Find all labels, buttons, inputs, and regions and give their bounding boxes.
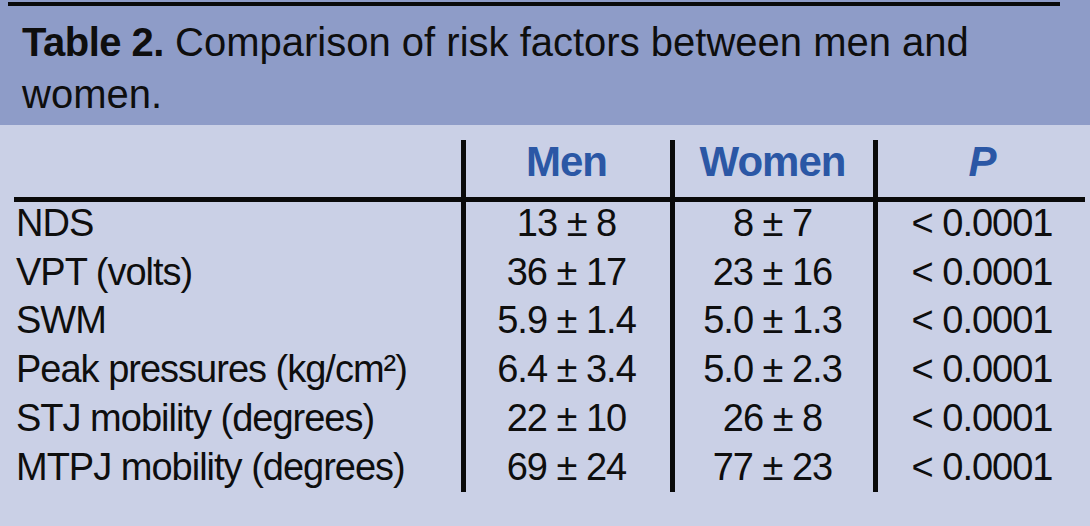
table-caption-number: Table 2. bbox=[22, 20, 164, 64]
row-label: VPT (volts) bbox=[0, 251, 462, 294]
women-value: 5.0 ± 1.3 bbox=[671, 299, 874, 342]
header-cell-p: P bbox=[874, 138, 1090, 186]
column-separator-line bbox=[873, 140, 878, 492]
header-cell-men: Men bbox=[462, 138, 671, 186]
p-value: < 0.0001 bbox=[874, 446, 1090, 489]
women-value: 23 ± 16 bbox=[671, 251, 874, 294]
women-value: 26 ± 8 bbox=[671, 397, 874, 440]
row-label: NDS bbox=[0, 202, 462, 245]
table-row: VPT (volts) 36 ± 17 23 ± 16 < 0.0001 bbox=[0, 248, 1090, 297]
women-value: 77 ± 23 bbox=[671, 446, 874, 489]
column-separator-line bbox=[461, 140, 466, 492]
table-caption-text: Comparison of risk factors between men a… bbox=[22, 20, 969, 116]
row-label: STJ mobility (degrees) bbox=[0, 397, 462, 440]
men-value: 13 ± 8 bbox=[462, 202, 671, 245]
table-row: SWM 5.9 ± 1.4 5.0 ± 1.3 < 0.0001 bbox=[0, 297, 1090, 346]
row-label: SWM bbox=[0, 299, 462, 342]
table-caption: Table 2. Comparison of risk factors betw… bbox=[22, 16, 1080, 120]
men-value: 36 ± 17 bbox=[462, 251, 671, 294]
women-value: 5.0 ± 2.3 bbox=[671, 348, 874, 391]
women-value: 8 ± 7 bbox=[671, 202, 874, 245]
p-value: < 0.0001 bbox=[874, 251, 1090, 294]
p-value: < 0.0001 bbox=[874, 397, 1090, 440]
column-separator-line bbox=[670, 140, 675, 492]
p-value: < 0.0001 bbox=[874, 348, 1090, 391]
table-row: STJ mobility (degrees) 22 ± 10 26 ± 8 < … bbox=[0, 394, 1090, 443]
top-rule-line bbox=[8, 2, 1060, 6]
table-row: Peak pressures (kg/cm²) 6.4 ± 3.4 5.0 ± … bbox=[0, 345, 1090, 394]
header-separator-line bbox=[14, 197, 1085, 202]
p-value: < 0.0001 bbox=[874, 299, 1090, 342]
row-label: Peak pressures (kg/cm²) bbox=[0, 348, 462, 391]
table-caption-band: Table 2. Comparison of risk factors betw… bbox=[0, 0, 1090, 125]
men-value: 5.9 ± 1.4 bbox=[462, 299, 671, 342]
table-figure: Table 2. Comparison of risk factors betw… bbox=[0, 0, 1090, 526]
risk-factors-table: Men Women P NDS 13 ± 8 8 ± 7 < 0.0001 VP… bbox=[0, 125, 1090, 526]
table-row: NDS 13 ± 8 8 ± 7 < 0.0001 bbox=[0, 199, 1090, 248]
men-value: 69 ± 24 bbox=[462, 446, 671, 489]
p-value: < 0.0001 bbox=[874, 202, 1090, 245]
men-value: 6.4 ± 3.4 bbox=[462, 348, 671, 391]
table-row: MTPJ mobility (degrees) 69 ± 24 77 ± 23 … bbox=[0, 443, 1090, 492]
table-header-row: Men Women P bbox=[0, 125, 1090, 199]
row-label: MTPJ mobility (degrees) bbox=[0, 446, 462, 489]
header-cell-women: Women bbox=[671, 138, 874, 186]
men-value: 22 ± 10 bbox=[462, 397, 671, 440]
